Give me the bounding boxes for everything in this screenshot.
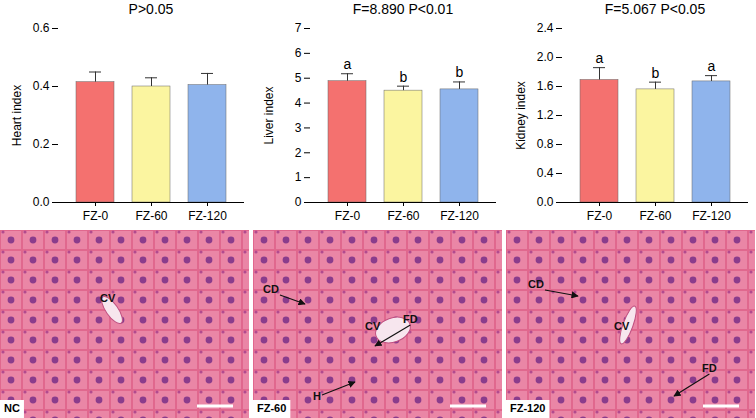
svg-text:H: H	[313, 390, 321, 402]
svg-text:CD: CD	[528, 278, 544, 290]
svg-text:b: b	[652, 65, 660, 81]
svg-text:CD: CD	[263, 283, 279, 295]
svg-text:Liver index: Liver index	[262, 86, 276, 144]
svg-text:3: 3	[295, 121, 302, 135]
svg-text:CV: CV	[614, 320, 630, 332]
svg-text:0.4: 0.4	[537, 166, 554, 180]
html-text:F=5.067 P<0.05: F=5.067 P<0.05	[604, 1, 706, 17]
svg-text:FZ-0: FZ-0	[335, 209, 361, 223]
svg-text:FZ-120: FZ-120	[692, 209, 731, 223]
html-text:P>0.05: P>0.05	[128, 1, 174, 17]
svg-text:FZ-120: FZ-120	[440, 209, 479, 223]
svg-text:FD: FD	[403, 313, 418, 325]
svg-text:0.8: 0.8	[537, 137, 554, 151]
svg-text:NC: NC	[4, 402, 20, 414]
svg-text:CV: CV	[365, 320, 381, 332]
svg-text:FZ-120: FZ-120	[188, 209, 227, 223]
svg-text:FZ-60: FZ-60	[639, 209, 671, 223]
svg-text:1: 1	[295, 170, 302, 184]
svg-text:a: a	[596, 50, 604, 66]
svg-text:Heart index: Heart index	[10, 85, 24, 146]
svg-text:4: 4	[295, 96, 302, 110]
svg-text:2: 2	[295, 146, 302, 160]
html-text:F=8.890 P<0.01: F=8.890 P<0.01	[352, 1, 454, 17]
svg-text:FZ-0: FZ-0	[587, 209, 613, 223]
svg-text:0.6: 0.6	[33, 21, 50, 35]
svg-text:1.6: 1.6	[537, 79, 554, 93]
svg-text:Kidney index: Kidney index	[514, 81, 528, 150]
svg-text:b: b	[400, 69, 408, 85]
svg-text:0.0: 0.0	[33, 195, 50, 209]
svg-text:a: a	[708, 58, 716, 74]
svg-text:FZ-60: FZ-60	[257, 402, 286, 414]
svg-text:2.0: 2.0	[537, 50, 554, 64]
svg-text:b: b	[456, 64, 464, 80]
svg-text:a: a	[344, 56, 352, 72]
svg-text:0.0: 0.0	[537, 195, 554, 209]
svg-text:5: 5	[295, 71, 302, 85]
svg-text:7: 7	[295, 21, 302, 35]
svg-text:CV: CV	[100, 292, 116, 304]
svg-text:FZ-60: FZ-60	[135, 209, 167, 223]
svg-text:0.2: 0.2	[33, 137, 50, 151]
svg-text:FD: FD	[702, 362, 717, 374]
svg-text:1.2: 1.2	[537, 108, 554, 122]
svg-text:0.4: 0.4	[33, 79, 50, 93]
svg-text:FZ-0: FZ-0	[83, 209, 109, 223]
svg-text:2.4: 2.4	[537, 21, 554, 35]
svg-text:FZ-60: FZ-60	[387, 209, 419, 223]
svg-text:0: 0	[295, 195, 302, 209]
svg-text:6: 6	[295, 46, 302, 60]
svg-text:FZ-120: FZ-120	[510, 402, 545, 414]
